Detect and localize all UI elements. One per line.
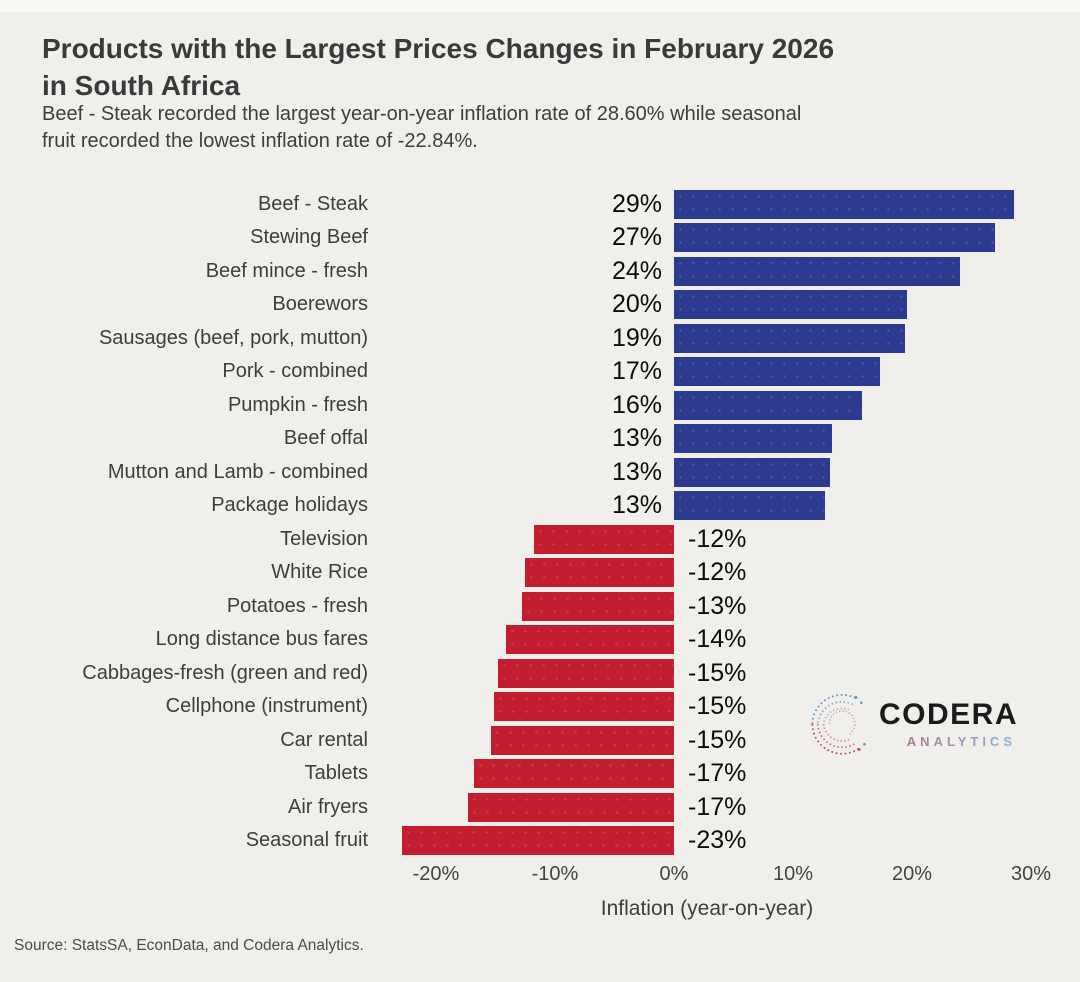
bar-negative <box>494 692 674 721</box>
category-label: Stewing Beef <box>250 226 368 248</box>
value-label: 29% <box>611 189 662 218</box>
category-label: Beef mince - fresh <box>205 259 368 282</box>
bar-positive <box>674 357 880 386</box>
value-label: -15% <box>688 658 747 687</box>
value-label: 16% <box>611 390 662 419</box>
category-label: Television <box>280 527 368 550</box>
value-label: -17% <box>688 792 747 821</box>
category-label: Tablets <box>304 762 368 784</box>
codera-logo-icon <box>811 694 866 755</box>
value-label: 17% <box>611 357 662 385</box>
bar-negative <box>525 558 674 587</box>
category-label: Sausages (beef, pork, mutton) <box>98 326 368 349</box>
value-label: 20% <box>611 290 662 318</box>
bar-positive <box>674 223 996 252</box>
bar-negative <box>533 524 674 554</box>
category-label: Beef offal <box>283 427 368 449</box>
page-subtitle: Beef - Steak recorded the largest year-o… <box>42 101 801 155</box>
category-label: Potatoes - fresh <box>226 594 368 617</box>
codera-logo-name: CODERA <box>878 698 1018 731</box>
bar-negative <box>497 658 674 688</box>
bar-positive <box>674 390 863 420</box>
x-tick-label: 30% <box>1010 863 1052 885</box>
bar-positive <box>674 323 905 353</box>
bar-positive <box>674 457 830 487</box>
page-subtitle-line1: Beef - Steak recorded the largest year-o… <box>42 103 802 125</box>
x-tick-label: 20% <box>891 863 933 885</box>
x-tick-label: 0% <box>659 863 689 885</box>
page-title: Products with the Largest Prices Changes… <box>42 30 834 104</box>
value-label: 13% <box>611 457 662 486</box>
bar-negative <box>402 826 674 855</box>
value-label: 27% <box>611 223 662 251</box>
category-label: Mutton and Lamb - combined <box>107 460 368 483</box>
category-label: White Rice <box>271 561 368 583</box>
bar-positive <box>674 256 960 286</box>
category-label: Car rental <box>280 728 368 751</box>
codera-logo-subtext: ANALYTICS <box>860 734 1016 749</box>
value-label: 13% <box>611 491 662 519</box>
bar-positive <box>674 290 908 319</box>
bar-positive <box>674 189 1015 219</box>
value-label: -15% <box>688 692 747 720</box>
x-tick-label: -10% <box>531 863 579 885</box>
x-tick-label: -20% <box>412 863 460 885</box>
category-label: Pork - combined <box>222 360 368 382</box>
value-label: -13% <box>688 591 747 620</box>
value-label: -12% <box>688 558 747 586</box>
bar-positive <box>674 424 833 453</box>
value-label: 19% <box>611 323 662 352</box>
category-label: Cellphone (instrument) <box>165 695 368 717</box>
category-label: Package holidays <box>211 494 368 516</box>
value-label: 24% <box>611 256 662 285</box>
x-axis-title: Inflation (year-on-year) <box>600 897 814 920</box>
category-label: Long distance bus fares <box>155 628 368 650</box>
bar-negative <box>474 759 674 788</box>
bar-negative <box>468 792 674 822</box>
value-label: -23% <box>688 826 747 854</box>
category-label: Seasonal fruit <box>245 829 368 851</box>
x-tick-label: 10% <box>772 863 814 885</box>
category-label: Beef - Steak <box>257 192 368 215</box>
bar-negative <box>490 725 674 755</box>
value-label: -15% <box>688 725 747 754</box>
category-label: Cabbages-fresh (green and red) <box>82 661 368 684</box>
value-label: -14% <box>688 625 747 653</box>
page-title-line1: Products with the Largest Prices Changes… <box>42 33 835 64</box>
category-label: Air fryers <box>288 795 368 818</box>
value-label: -12% <box>688 524 747 553</box>
page-subtitle-line2: fruit recorded the lowest inflation rate… <box>42 130 478 152</box>
value-label: 13% <box>611 424 662 452</box>
source-note: Source: StatsSA, EconData, and Codera An… <box>14 937 364 954</box>
category-label: Boerewors <box>272 293 368 315</box>
codera-logo: CODERA ANALYTICS <box>806 688 1036 768</box>
bar-negative <box>521 591 674 621</box>
bar-negative <box>506 625 674 654</box>
page-title-line2: in South Africa <box>42 70 241 101</box>
value-label: -17% <box>688 759 747 787</box>
category-label: Pumpkin - fresh <box>227 393 368 416</box>
bar-positive <box>674 491 826 520</box>
top-margin-strip <box>0 0 1080 12</box>
